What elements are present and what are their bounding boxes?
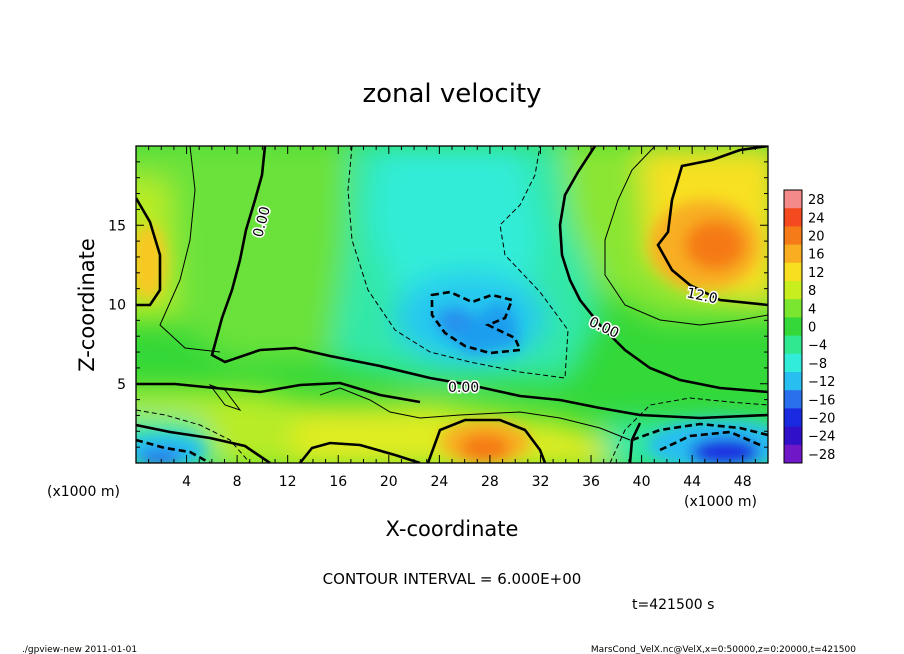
contour-neg6 — [347, 146, 569, 379]
colorbar-label: 16 — [808, 248, 825, 263]
contour-label: 0.00 — [448, 380, 479, 396]
colorbar-swatch — [784, 390, 802, 409]
colorbar: 28 24 20 16 12 8 4 0 −4 −8 −12 −16 −20 −24 −28 — [783, 189, 835, 464]
x-unit-right: (x1000 m) — [684, 494, 757, 510]
colorbar-label: 4 — [808, 302, 816, 317]
contour-zero-lower — [136, 381, 421, 404]
colorbar-label: −16 — [808, 393, 835, 408]
x-tick-label: 36 — [582, 474, 600, 490]
colorbar-swatch — [784, 190, 802, 209]
colorbar-swatch — [784, 444, 802, 464]
colorbar-label: 28 — [808, 193, 825, 208]
colorbar-swatch — [784, 281, 802, 300]
velocity-field — [136, 146, 768, 463]
footer-left: ./gpview-new 2011-01-01 — [22, 645, 137, 654]
x-tick-label: 40 — [633, 474, 651, 490]
colorbar-swatch — [784, 335, 802, 355]
contour-interval-text: CONTOUR INTERVAL = 6.000E+00 — [323, 570, 582, 588]
contour-6-right — [604, 146, 768, 326]
contour-zero-topleft — [136, 197, 162, 307]
colorbar-label: 0 — [808, 321, 816, 336]
chart-title: zonal velocity — [362, 79, 541, 109]
colorbar-swatch — [784, 208, 802, 227]
colorbar-swatch — [784, 353, 802, 373]
colorbar-label: −12 — [808, 375, 835, 390]
colorbar-label: 12 — [808, 266, 825, 281]
colorbar-label: −28 — [808, 448, 835, 463]
y-tick-label: 5 — [117, 377, 126, 393]
colorbar-label: −4 — [808, 339, 827, 354]
colorbar-label: −24 — [808, 430, 835, 445]
y-tick-label: 15 — [108, 218, 126, 234]
colorbar-swatch — [784, 408, 802, 428]
x-tick-label: 48 — [734, 474, 752, 490]
contour-neg6-bottomright — [609, 397, 768, 463]
colorbar-swatch — [784, 317, 802, 337]
y-axis: 5 10 15 — [108, 161, 768, 448]
contour-neg-bottomleft — [136, 438, 211, 463]
time-text: t=421500 s — [632, 597, 714, 613]
x-tick-label: 4 — [182, 474, 191, 490]
contour-6-lower — [208, 384, 631, 441]
contour-6-left — [159, 146, 221, 353]
x-tick-label: 20 — [380, 474, 398, 490]
x-tick-label: 12 — [279, 474, 297, 490]
colorbar-swatch — [784, 372, 802, 391]
colorbar-swatch — [784, 244, 802, 264]
contour-neg6-bottomleft — [136, 409, 251, 463]
x-tick-label: 32 — [532, 474, 550, 490]
y-tick-label: 10 — [108, 298, 126, 314]
y-axis-title: Z-coordinate — [75, 238, 99, 372]
x-axis: 4 8 12 16 20 24 28 32 36 40 44 48 — [148, 146, 756, 490]
colorbar-frame — [783, 189, 803, 464]
contour-lines — [136, 146, 768, 463]
colorbar-swatch — [784, 299, 802, 318]
x-tick-label: 44 — [683, 474, 701, 490]
contour-zero-right — [558, 146, 768, 394]
footer-right: MarsCond_VelX.nc@VelX,x=0:50000,z=0:2000… — [591, 645, 856, 654]
colorbar-swatch — [784, 426, 802, 446]
x-axis-title: X-coordinate — [386, 517, 519, 541]
colorbar-swatch — [784, 226, 802, 246]
colorbar-swatch — [784, 262, 802, 282]
colorbar-label: 8 — [808, 284, 816, 299]
colorbar-label: 20 — [808, 230, 825, 245]
contour-neg12 — [430, 290, 522, 355]
x-tick-label: 8 — [233, 474, 242, 490]
contour-12-right — [656, 146, 768, 307]
colorbar-label: −20 — [808, 412, 835, 427]
x-tick-label: 16 — [329, 474, 347, 490]
contour-12-bottom — [426, 418, 547, 463]
colorbar-label: −8 — [808, 357, 827, 372]
colorbar-label: 24 — [808, 211, 825, 226]
x-unit-left: (x1000 m) — [47, 484, 120, 500]
x-tick-label: 24 — [430, 474, 448, 490]
contour-zero-left — [210, 146, 768, 420]
contour-neg-bottomright — [631, 422, 768, 452]
x-tick-label: 28 — [481, 474, 499, 490]
